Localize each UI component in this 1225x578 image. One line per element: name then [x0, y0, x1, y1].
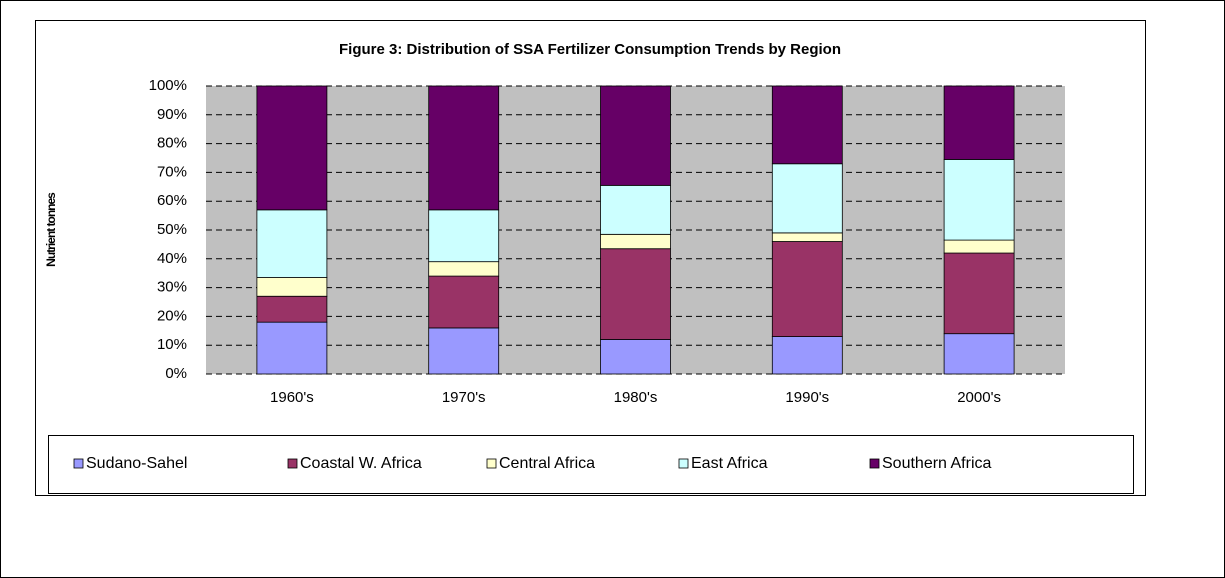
x-tick-label: 1970's: [442, 389, 486, 406]
legend: [48, 435, 1134, 494]
bar-segment: [943, 159, 1015, 241]
x-tick-label: 1960's: [270, 389, 314, 406]
bar-segment: [943, 239, 1015, 254]
legend-label: Southern Africa: [882, 455, 992, 472]
y-tick-label: 40%: [157, 250, 187, 267]
bar-segment: [771, 336, 843, 375]
chart-title: Figure 3: Distribution of SSA Fertilizer…: [339, 41, 841, 58]
y-tick-label: 100%: [149, 77, 187, 94]
bar-segment: [256, 277, 328, 297]
bar-segment: [256, 209, 328, 278]
bar-segment: [600, 339, 671, 375]
y-tick-label: 60%: [157, 192, 187, 209]
bar-segment: [943, 333, 1015, 375]
legend-swatch: [678, 458, 689, 469]
y-tick-label: 0%: [165, 365, 187, 382]
bar-segment: [600, 233, 671, 250]
y-tick-label: 10%: [157, 336, 187, 353]
y-tick-label: 50%: [157, 221, 187, 238]
y-tick-label: 90%: [157, 106, 187, 123]
bar-segment: [600, 248, 671, 340]
legend-swatch: [73, 458, 84, 469]
bar-segment: [771, 232, 843, 242]
legend-label: East Africa: [691, 455, 768, 472]
legend-swatch: [287, 458, 298, 469]
legend-label: Sudano-Sahel: [86, 455, 187, 472]
x-tick-label: 1990's: [785, 389, 829, 406]
bar-segment: [256, 321, 328, 375]
legend-swatch: [869, 458, 880, 469]
legend-swatch: [486, 458, 497, 469]
y-tick-label: 20%: [157, 307, 187, 324]
y-axis-title: Nutrient tonnes: [44, 192, 58, 267]
y-tick-label: 70%: [157, 163, 187, 180]
x-tick-label: 1980's: [614, 389, 658, 406]
bar-segment: [428, 261, 500, 277]
y-tick-label: 30%: [157, 279, 187, 296]
bar-segment: [600, 184, 671, 235]
bar-segment: [943, 85, 1015, 160]
bar-segment: [428, 327, 500, 375]
bar-segment: [943, 252, 1015, 335]
bar-segment: [256, 295, 328, 323]
y-tick-label: 80%: [157, 135, 187, 152]
legend-label: Central Africa: [499, 455, 595, 472]
bar-segment: [428, 275, 500, 329]
bar-segment: [600, 85, 671, 186]
bar-segment: [256, 85, 328, 211]
bar-segment: [771, 85, 843, 165]
bar-segment: [771, 241, 843, 337]
bar-segment: [428, 85, 500, 211]
bar-segment: [428, 209, 500, 263]
bar-segment: [771, 163, 843, 234]
x-tick-label: 2000's: [957, 389, 1001, 406]
legend-label: Coastal W. Africa: [300, 455, 422, 472]
